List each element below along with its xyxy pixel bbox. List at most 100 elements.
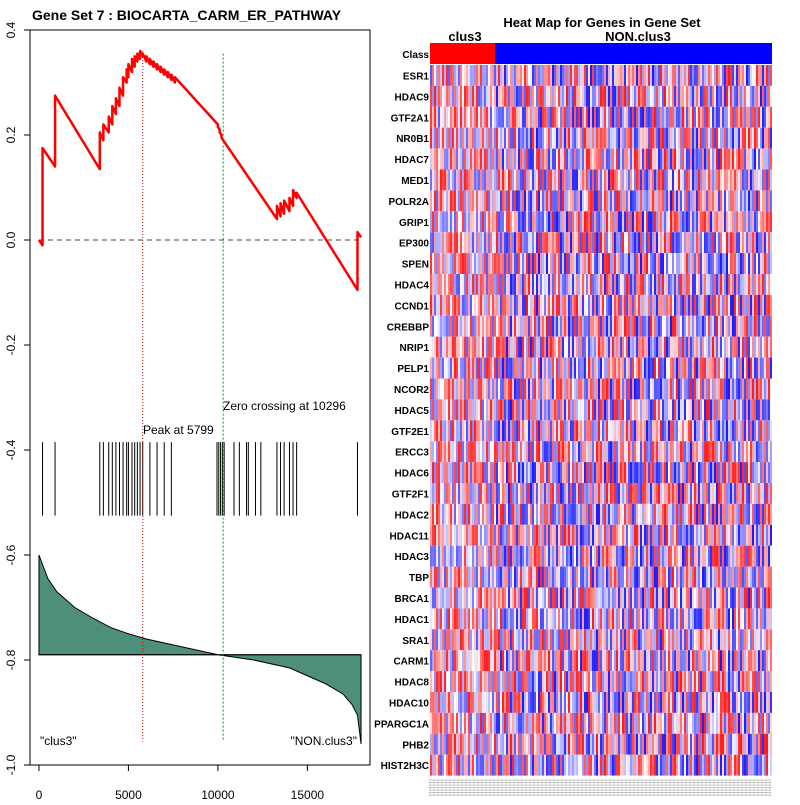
heatmap-cell [560, 316, 562, 337]
heatmap-cell [648, 483, 650, 504]
heatmap-cell [712, 462, 714, 483]
heatmap-cell [488, 232, 490, 253]
heatmap-cell [746, 483, 748, 504]
heatmap-cell [446, 253, 448, 274]
heatmap-cell [680, 316, 682, 337]
heatmap-cell [568, 65, 570, 86]
heatmap-cell [738, 588, 740, 609]
heatmap-cell [548, 462, 550, 483]
heatmap-cell [508, 420, 510, 441]
heatmap-cell [684, 504, 686, 525]
heatmap-cell [558, 128, 560, 149]
heatmap-cell [464, 253, 466, 274]
heatmap-cell [582, 588, 584, 609]
heatmap-cell [690, 149, 692, 170]
heatmap-cell [624, 253, 626, 274]
heatmap-cell [688, 420, 690, 441]
heatmap-cell [628, 441, 630, 462]
heatmap-cell [480, 629, 482, 650]
heatmap-cell [770, 629, 772, 650]
heatmap-cell [650, 253, 652, 274]
heatmap-cell [664, 211, 666, 232]
heatmap-cell [728, 149, 730, 170]
heatmap-cell [456, 274, 458, 295]
heatmap-cell [566, 337, 568, 358]
heatmap-cell [712, 441, 714, 462]
heatmap-cell [566, 650, 568, 671]
heatmap-cell [714, 211, 716, 232]
heatmap-cell [560, 358, 562, 379]
heatmap-cell [676, 399, 678, 420]
heatmap-cell [756, 420, 758, 441]
heatmap-cell [638, 567, 640, 588]
heatmap-cell [714, 232, 716, 253]
heatmap-cell [580, 567, 582, 588]
heatmap-cell [720, 170, 722, 191]
heatmap-cell [626, 316, 628, 337]
heatmap-cell [586, 274, 588, 295]
heatmap-cell [668, 567, 670, 588]
heatmap-cell [522, 462, 524, 483]
heatmap-cell [460, 588, 462, 609]
heatmap-cell [522, 650, 524, 671]
heatmap-cell [546, 170, 548, 191]
heatmap-cell [594, 629, 596, 650]
heatmap-cell [496, 253, 498, 274]
heatmap-cell [676, 316, 678, 337]
heatmap-cell [604, 525, 606, 546]
heatmap-cell [654, 525, 656, 546]
heatmap-cell [762, 149, 764, 170]
heatmap-cell [750, 504, 752, 525]
heatmap-cell [618, 295, 620, 316]
heatmap-cell [740, 190, 742, 211]
heatmap-cell [582, 399, 584, 420]
heatmap-cell [438, 316, 440, 337]
heatmap-cell [506, 253, 508, 274]
heatmap-cell [714, 462, 716, 483]
heatmap-cell [768, 86, 770, 107]
heatmap-cell [698, 295, 700, 316]
heatmap-cell [516, 316, 518, 337]
heatmap-cell [704, 399, 706, 420]
heatmap-cell [506, 128, 508, 149]
heatmap-cell [474, 399, 476, 420]
heatmap-cell [568, 107, 570, 128]
heatmap-cell [626, 399, 628, 420]
right-class-label: "NON.clus3" [290, 734, 357, 748]
heatmap-cell [606, 211, 608, 232]
heatmap-cell [548, 629, 550, 650]
heatmap-cell [432, 567, 434, 588]
heatmap-cell [720, 316, 722, 337]
heatmap-cell [682, 170, 684, 191]
heatmap-cell [568, 441, 570, 462]
heatmap-cell [482, 358, 484, 379]
heatmap-cell [466, 462, 468, 483]
heatmap-cell [726, 65, 728, 86]
heatmap-cell [448, 128, 450, 149]
heatmap-cell [520, 399, 522, 420]
heatmap-cell [566, 358, 568, 379]
heatmap-cell [512, 86, 514, 107]
heatmap-cell [568, 170, 570, 191]
heatmap-cell [470, 441, 472, 462]
heatmap-cell [524, 337, 526, 358]
heatmap-cell [526, 107, 528, 128]
heatmap-cell [710, 358, 712, 379]
heatmap-cell [760, 149, 762, 170]
heatmap-cell [572, 170, 574, 191]
heatmap-cell [614, 211, 616, 232]
heatmap-cell [622, 420, 624, 441]
heatmap-cell [534, 65, 536, 86]
heatmap-cell [548, 379, 550, 400]
heatmap-cell [594, 525, 596, 546]
heatmap-cell [700, 504, 702, 525]
heatmap-cell [524, 316, 526, 337]
heatmap-cell [486, 211, 488, 232]
heatmap-cell [712, 190, 714, 211]
heatmap-cell [728, 504, 730, 525]
heatmap-cell [718, 441, 720, 462]
heatmap-cell [642, 358, 644, 379]
heatmap-cell [638, 211, 640, 232]
heatmap-cell [742, 170, 744, 191]
heatmap-cell [606, 420, 608, 441]
